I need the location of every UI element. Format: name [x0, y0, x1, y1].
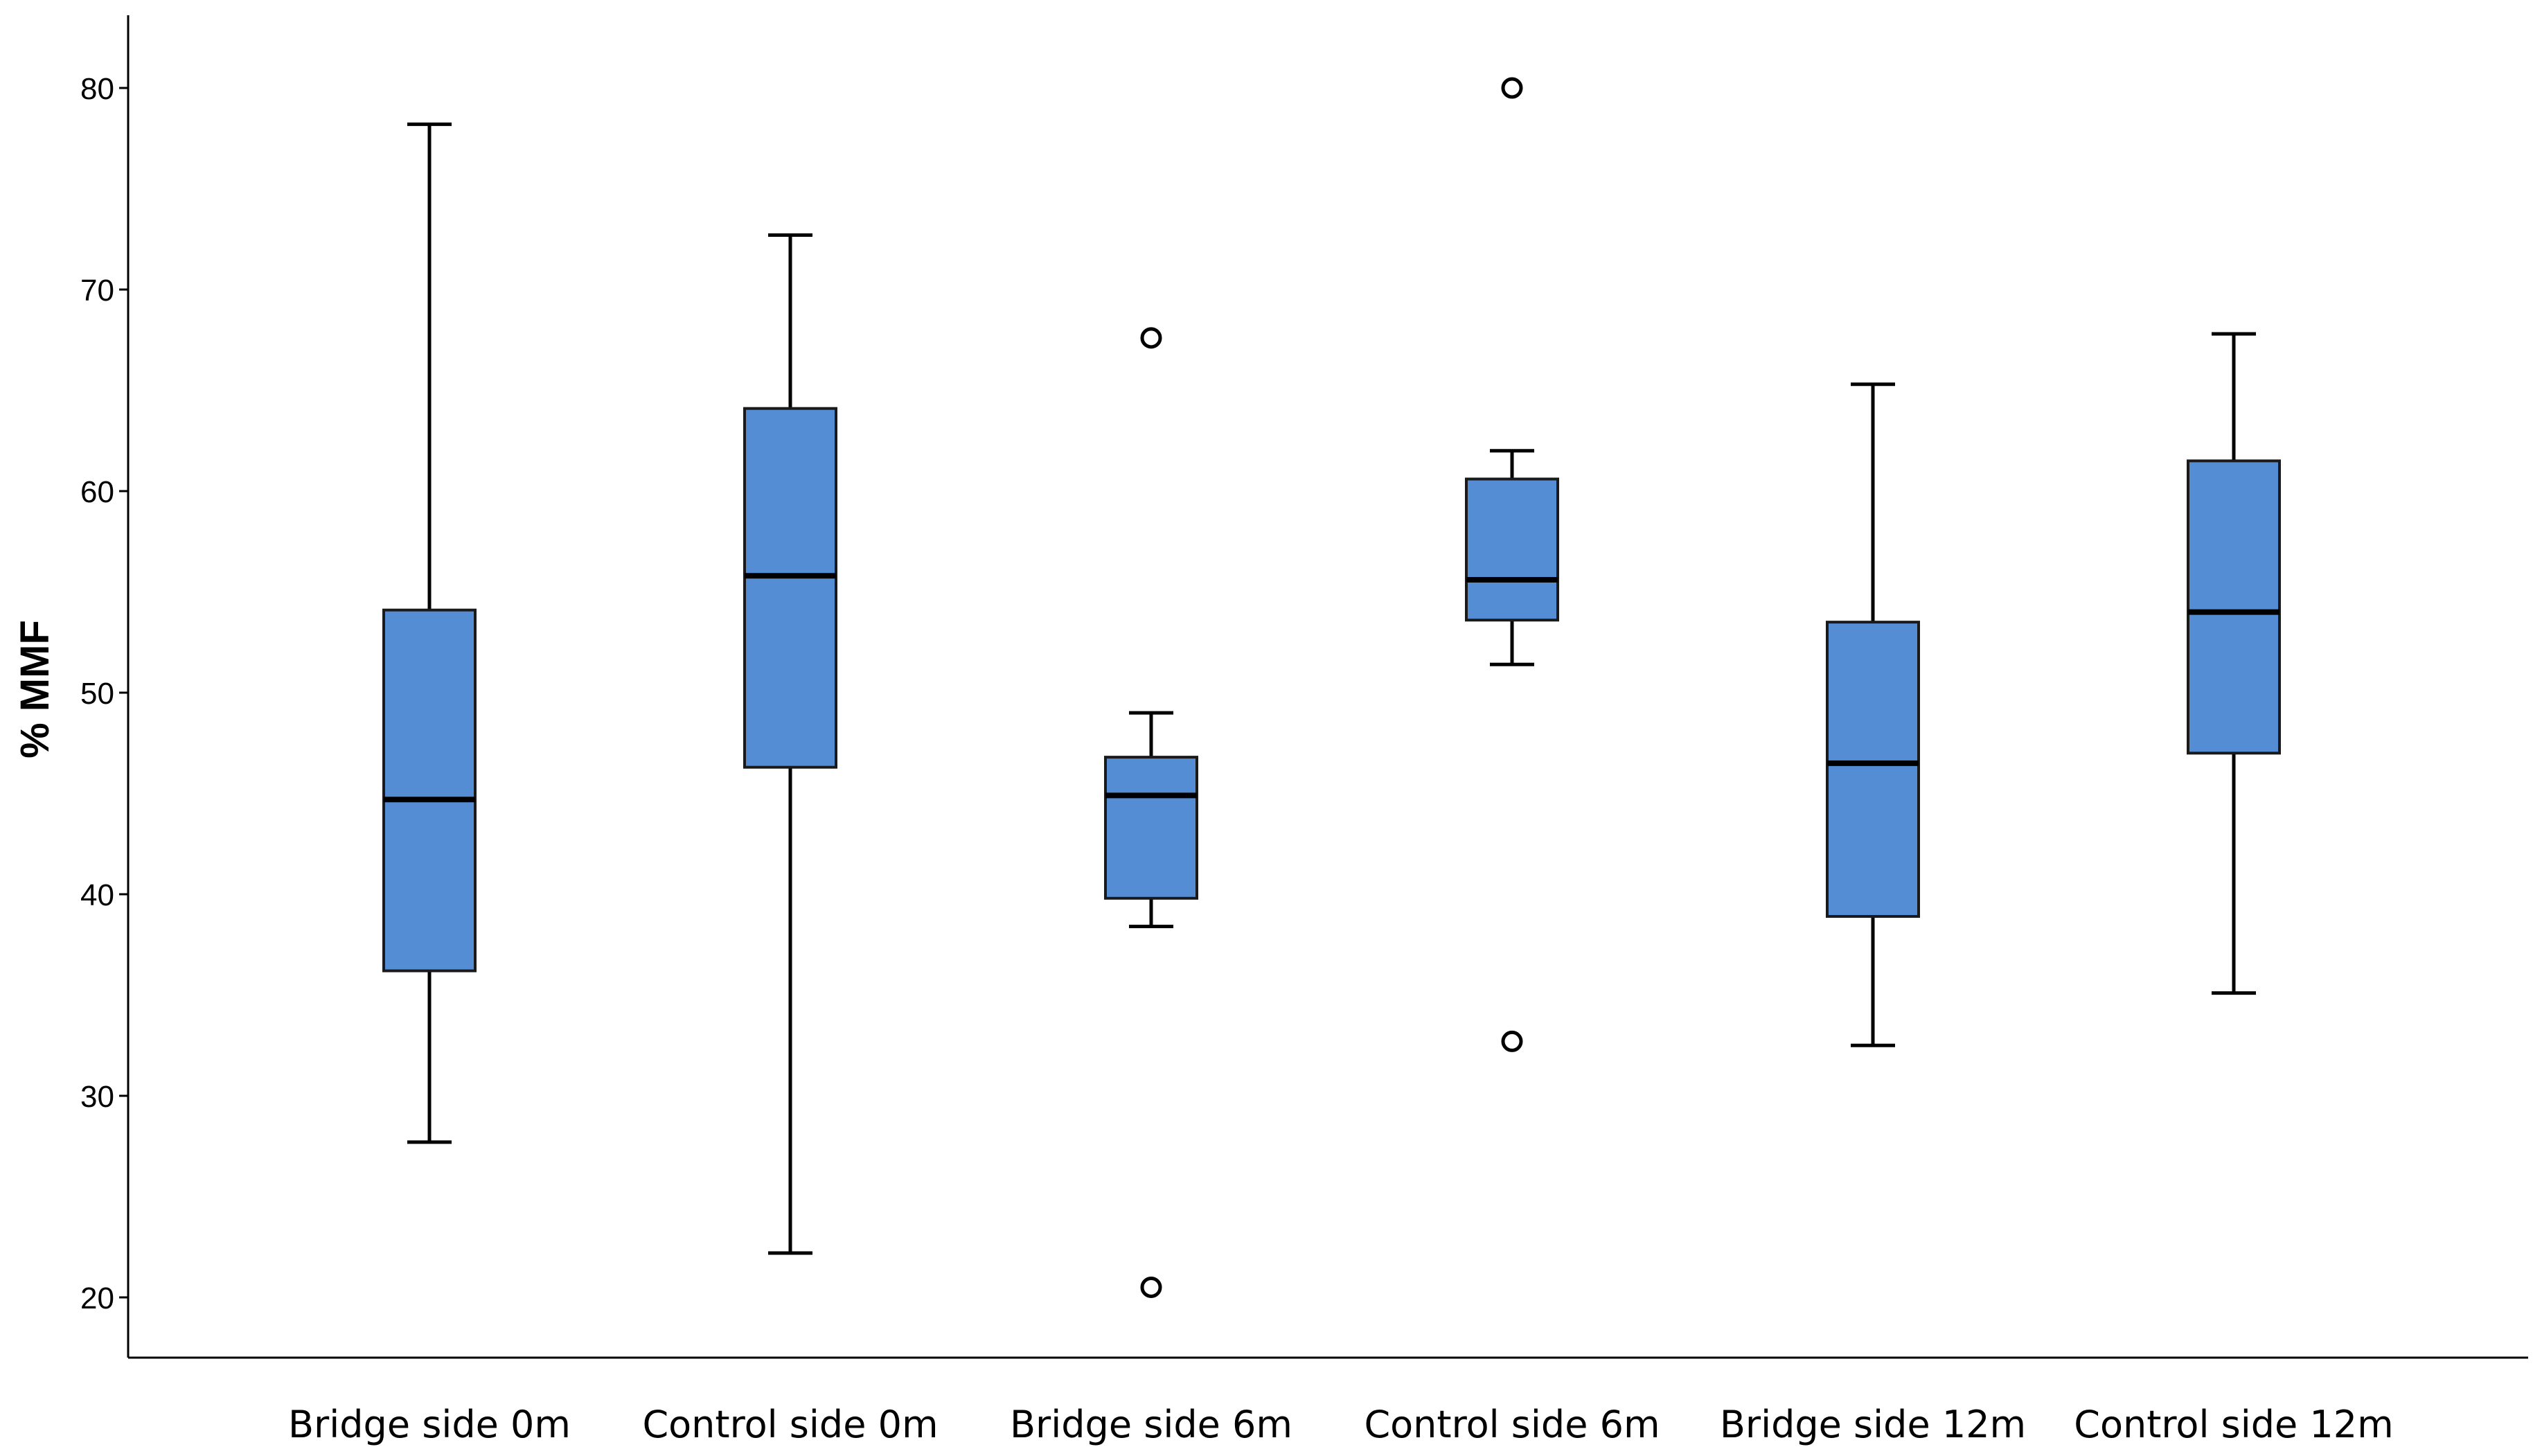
y-tick-label: 20: [80, 1281, 114, 1315]
iqr-box: [382, 608, 477, 973]
x-category-label: Bridge side 12m: [1720, 1403, 2026, 1446]
y-tick-label: 80: [80, 72, 114, 106]
y-axis-title: % MMF: [12, 620, 57, 758]
x-category-label: Control side 0m: [642, 1403, 938, 1446]
y-tick-label: 50: [80, 677, 114, 711]
x-axis-labels: Bridge side 0m Control side 0m Bridge side…: [288, 1403, 2394, 1446]
x-category-label: Bridge side 0m: [288, 1403, 571, 1446]
box-group: [382, 122, 477, 1144]
box-group: [1826, 382, 1920, 1047]
box-group: [2187, 332, 2281, 995]
iqr-box: [1104, 756, 1198, 900]
y-tick-label: 70: [80, 274, 114, 308]
iqr-box: [1826, 621, 1920, 918]
iqr-box: [1465, 477, 1559, 622]
y-tick-label: 30: [80, 1080, 114, 1114]
box-group: [1465, 77, 1559, 1052]
y-axis-ticks: 20 30 40 50 60 70 80: [80, 72, 128, 1315]
iqr-box: [743, 407, 837, 769]
y-tick-label: 60: [80, 475, 114, 509]
x-category-label: Control side 6m: [1364, 1403, 1660, 1446]
x-category-label: Bridge side 6m: [1010, 1403, 1292, 1446]
boxes-layer: [382, 77, 2281, 1298]
iqr-box: [2187, 459, 2281, 755]
outlier-point: [1140, 327, 1162, 349]
outlier-point: [1501, 1030, 1523, 1052]
outlier-point: [1501, 77, 1523, 99]
y-tick-label: 40: [80, 878, 114, 912]
box-group: [1104, 327, 1198, 1298]
x-category-label: Control side 12m: [2074, 1403, 2393, 1446]
outlier-point: [1140, 1276, 1162, 1298]
box-group: [743, 233, 837, 1255]
